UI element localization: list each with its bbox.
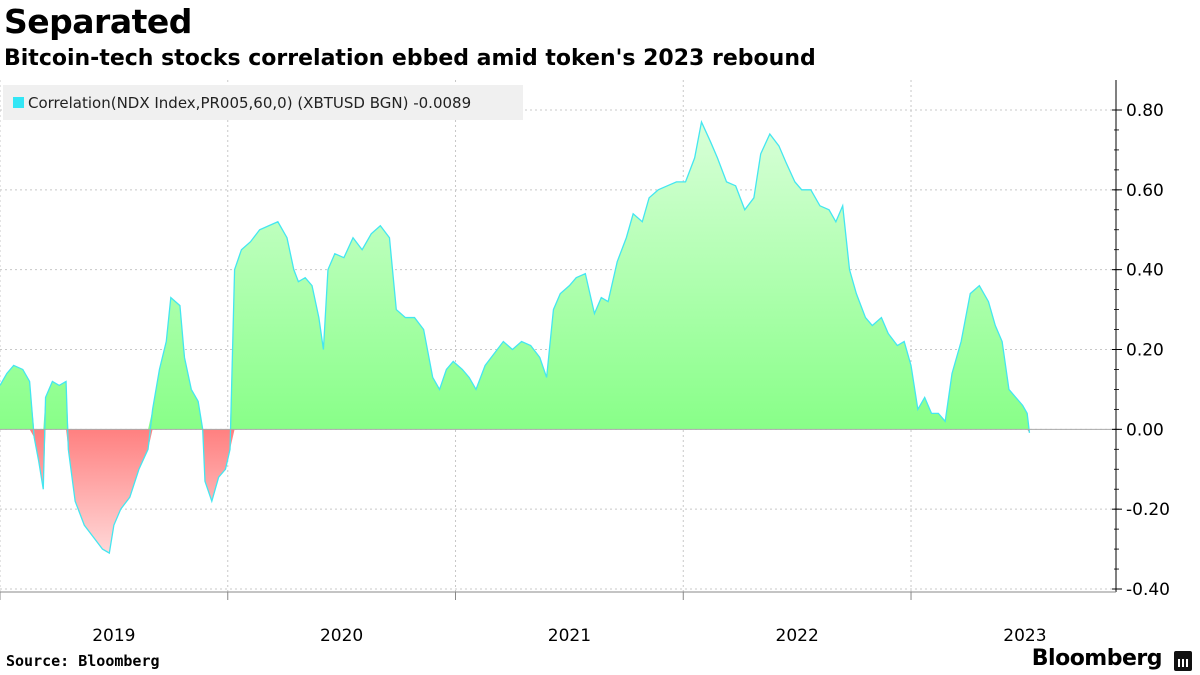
legend: Correlation(NDX Index,PR005,60,0) (XBTUS… [3,85,523,120]
x-tick-label: 2022 [776,626,819,646]
chart-title: Separated [4,2,192,41]
chart-subtitle: Bitcoin-tech stocks correlation ebbed am… [4,46,816,71]
y-tick-label: 0.00 [1126,420,1164,440]
y-tick-label: 0.20 [1126,341,1164,361]
y-tick-label: 0.40 [1126,261,1164,281]
correlation-line [0,119,1031,555]
brand-logo: Bloomberg [1031,646,1163,671]
bar-chart-icon [1174,651,1192,671]
y-axis: 0.80 0.60 0.40 0.20 0.00 -0.20 -0.40 [1112,80,1170,600]
source-note: Source: Bloomberg [6,652,160,670]
x-axis: 2019 2020 2021 2022 2023 [0,591,1116,646]
positive-area [0,121,1030,430]
x-tick-label: 2021 [548,626,591,646]
negative-area [0,429,1030,554]
y-tick-label: -0.40 [1126,580,1170,600]
y-tick-label: 0.60 [1126,181,1164,201]
legend-swatch [13,97,24,108]
legend-label: Correlation(NDX Index,PR005,60,0) (XBTUS… [28,93,472,112]
x-tick-label: 2019 [92,626,135,646]
x-tick-label: 2020 [320,626,363,646]
x-tick-label: 2023 [1003,626,1046,646]
y-tick-label: -0.20 [1126,500,1170,520]
y-tick-label: 0.80 [1126,101,1164,121]
